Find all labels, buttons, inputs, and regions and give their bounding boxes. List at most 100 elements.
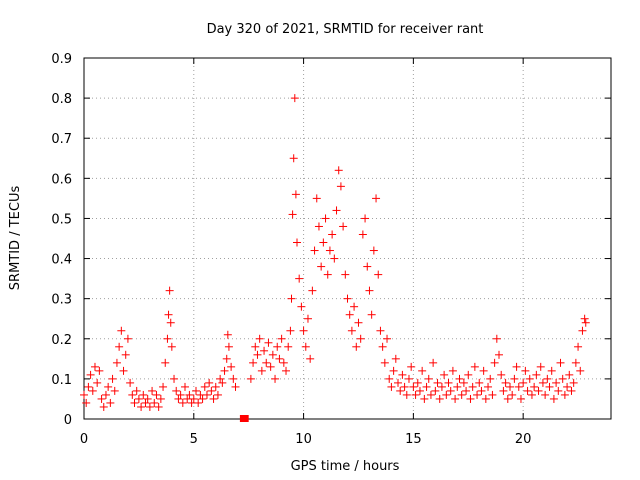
data-point — [200, 382, 209, 391]
data-point — [178, 398, 187, 407]
data-point — [444, 378, 453, 387]
data-point — [314, 222, 323, 231]
data-point — [426, 390, 435, 399]
data-point — [473, 390, 482, 399]
data-point — [380, 358, 389, 367]
data-point — [389, 366, 398, 375]
data-point — [400, 382, 409, 391]
data-point — [404, 374, 413, 383]
data-point — [470, 362, 479, 371]
data-point — [455, 374, 464, 383]
data-point — [347, 326, 356, 335]
data-point — [150, 398, 159, 407]
data-point — [303, 314, 312, 323]
data-point — [163, 334, 172, 343]
data-points — [80, 94, 590, 422]
data-point — [176, 390, 185, 399]
data-point — [462, 386, 471, 395]
data-point — [536, 362, 545, 371]
y-tick-label: 0.1 — [51, 373, 72, 388]
plot-frame — [83, 57, 612, 420]
data-point — [547, 366, 556, 375]
data-point — [334, 166, 343, 175]
data-point — [475, 378, 484, 387]
data-point — [143, 394, 152, 403]
data-point — [93, 378, 102, 387]
x-tick-label: 0 — [80, 432, 88, 447]
data-point — [308, 286, 317, 295]
data-point — [156, 394, 165, 403]
data-point — [420, 394, 429, 403]
data-point — [132, 386, 141, 395]
data-point — [341, 270, 350, 279]
data-point — [418, 366, 427, 375]
data-point — [560, 390, 569, 399]
data-point — [345, 310, 354, 319]
data-point — [191, 386, 200, 395]
data-point — [291, 190, 300, 199]
y-tick-label: 0.2 — [51, 333, 72, 348]
data-point — [396, 386, 405, 395]
data-point — [538, 378, 547, 387]
data-point — [336, 182, 345, 191]
data-point — [525, 374, 534, 383]
data-point — [512, 362, 521, 371]
data-point — [527, 390, 536, 399]
data-point — [181, 382, 190, 391]
data-point — [383, 334, 392, 343]
data-point — [402, 390, 411, 399]
data-point — [312, 194, 321, 203]
data-point — [323, 270, 332, 279]
data-point — [534, 386, 543, 395]
data-point — [328, 230, 337, 239]
data-point — [104, 382, 113, 391]
data-point — [433, 378, 442, 387]
data-point — [354, 318, 363, 327]
data-point — [358, 230, 367, 239]
data-point — [292, 238, 301, 247]
data-point — [510, 374, 519, 383]
data-point — [374, 270, 383, 279]
data-point — [126, 378, 135, 387]
data-point — [301, 342, 310, 351]
data-point — [516, 394, 525, 403]
data-point — [578, 326, 587, 335]
y-axis-title: SRMTID / TECUs — [8, 186, 23, 291]
data-point — [289, 154, 298, 163]
data-point — [277, 334, 286, 343]
data-point — [429, 358, 438, 367]
data-point — [519, 378, 528, 387]
data-point — [545, 382, 554, 391]
data-point — [530, 382, 539, 391]
data-point — [213, 390, 222, 399]
data-point — [95, 366, 104, 375]
data-point — [580, 314, 589, 323]
data-point — [310, 246, 319, 255]
data-point — [440, 370, 449, 379]
data-point — [378, 342, 387, 351]
data-point — [249, 358, 258, 367]
data-point — [284, 342, 293, 351]
data-point — [488, 390, 497, 399]
data-point — [558, 374, 567, 383]
chart-title: Day 320 of 2021, SRMTID for receiver ran… — [207, 22, 484, 37]
y-tick-label: 0.3 — [51, 293, 72, 308]
data-point — [459, 378, 468, 387]
data-point — [448, 366, 457, 375]
data-point — [106, 398, 115, 407]
data-point — [273, 342, 282, 351]
y-tick-label: 0.9 — [51, 52, 72, 67]
data-point — [581, 318, 590, 327]
data-point — [490, 358, 499, 367]
data-gap-marker — [239, 415, 249, 422]
data-point — [295, 274, 304, 283]
data-point — [86, 370, 95, 379]
data-point — [398, 370, 407, 379]
data-point — [97, 394, 106, 403]
data-point — [306, 354, 315, 363]
data-point — [332, 206, 341, 215]
data-point — [123, 334, 132, 343]
data-point — [505, 382, 514, 391]
data-point — [435, 394, 444, 403]
data-point — [279, 358, 288, 367]
